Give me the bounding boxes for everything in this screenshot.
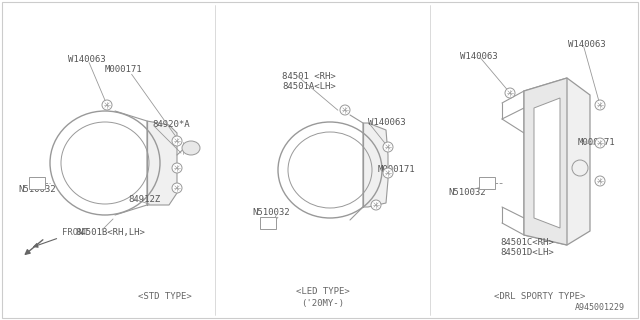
Ellipse shape	[182, 141, 200, 155]
FancyBboxPatch shape	[29, 177, 45, 189]
FancyBboxPatch shape	[479, 177, 495, 189]
Polygon shape	[147, 121, 177, 205]
Text: W140063: W140063	[368, 118, 406, 127]
Polygon shape	[363, 123, 388, 207]
Ellipse shape	[172, 163, 182, 173]
Text: 84501C<RH>: 84501C<RH>	[500, 238, 554, 247]
Text: M000171: M000171	[378, 165, 415, 174]
Text: A945001229: A945001229	[575, 303, 625, 312]
Text: <LED TYPE>: <LED TYPE>	[296, 287, 350, 296]
Polygon shape	[534, 98, 560, 228]
Ellipse shape	[340, 105, 350, 115]
Text: W140063: W140063	[68, 55, 106, 64]
Text: 84501 <RH>: 84501 <RH>	[282, 72, 336, 81]
Text: FRONT: FRONT	[34, 228, 89, 247]
Ellipse shape	[172, 183, 182, 193]
Text: W140063: W140063	[460, 52, 498, 61]
Text: 84912Z: 84912Z	[128, 195, 160, 204]
Text: <STD TYPE>: <STD TYPE>	[138, 292, 192, 301]
Ellipse shape	[595, 100, 605, 110]
Text: <DRL SPORTY TYPE>: <DRL SPORTY TYPE>	[494, 292, 586, 301]
Ellipse shape	[595, 176, 605, 186]
Ellipse shape	[172, 136, 182, 146]
Ellipse shape	[102, 100, 112, 110]
Ellipse shape	[505, 88, 515, 98]
Text: 84920*A: 84920*A	[152, 120, 189, 129]
Ellipse shape	[383, 142, 393, 152]
Text: M000171: M000171	[578, 138, 616, 147]
Text: 84501D<LH>: 84501D<LH>	[500, 248, 554, 257]
Text: N510032: N510032	[448, 188, 486, 197]
Text: N510032: N510032	[18, 185, 56, 194]
Text: 84501A<LH>: 84501A<LH>	[282, 82, 336, 91]
Polygon shape	[524, 78, 567, 245]
Text: W140063: W140063	[568, 40, 605, 49]
Text: ('20MY-): ('20MY-)	[301, 299, 344, 308]
Text: M000171: M000171	[105, 65, 143, 74]
Ellipse shape	[595, 138, 605, 148]
Text: N510032: N510032	[252, 208, 290, 217]
FancyBboxPatch shape	[260, 217, 276, 229]
Polygon shape	[524, 78, 590, 245]
Text: 84501B<RH,LH>: 84501B<RH,LH>	[75, 228, 145, 237]
Ellipse shape	[383, 168, 393, 178]
Ellipse shape	[371, 200, 381, 210]
